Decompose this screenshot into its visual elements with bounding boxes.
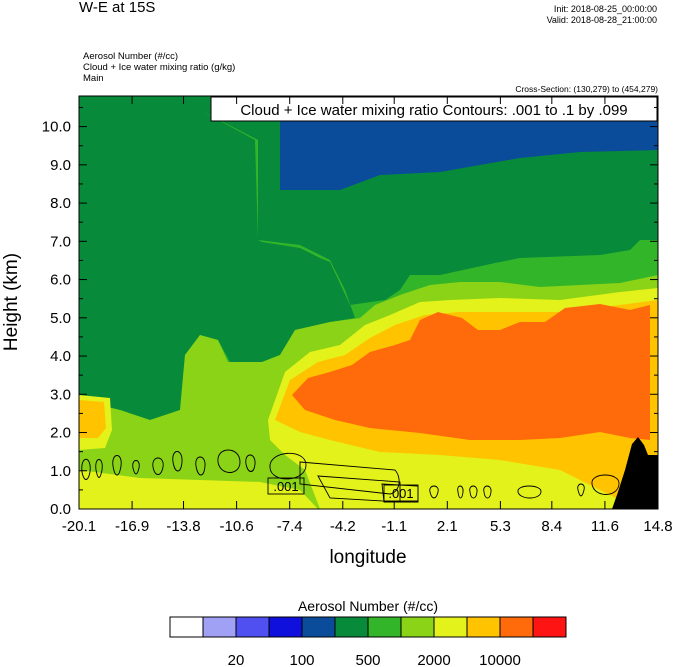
field-name-main: Main — [83, 73, 104, 84]
contour-line — [429, 485, 439, 499]
colorbar-title: Aerosol Number (#/cc) — [298, 598, 438, 614]
field-red-orange — [292, 304, 650, 440]
colorbar-swatch — [499, 616, 534, 638]
contour-line — [577, 483, 585, 497]
colorbar-swatch — [169, 616, 204, 638]
contour-line — [299, 461, 400, 495]
contour-line — [112, 455, 122, 476]
contour-line — [95, 459, 103, 478]
contour-line — [172, 451, 183, 472]
x-tick-label: -4.2 — [330, 518, 356, 535]
colorbar-swatch — [235, 616, 270, 638]
colorbar-swatch — [301, 616, 336, 638]
contour-line — [81, 458, 91, 480]
colorbar-tick-label: 500 — [355, 652, 380, 667]
y-axis: 0.0 1.0 2.0 3.0 4.0 5.0 6.0 7.0 8.0 9.0 10.0 — [42, 106, 658, 518]
y-tick-label: 0.0 — [50, 501, 71, 518]
x-tick-label: -13.8 — [166, 518, 200, 535]
colorbar-tick-label: 10000 — [479, 652, 521, 667]
x-tick-label: -16.9 — [115, 518, 149, 535]
colorbar-swatch — [334, 616, 369, 638]
x-tick-label: 8.4 — [541, 518, 562, 535]
x-tick-label: -1.1 — [381, 518, 407, 535]
contour-value-label: .001 — [273, 479, 298, 494]
contour-line — [152, 457, 164, 475]
contour-line — [517, 485, 542, 499]
plot-frame — [78, 95, 659, 510]
y-tick-label: 1.0 — [50, 463, 71, 480]
contour-line — [195, 456, 206, 476]
x-tick-label: 14.8 — [643, 518, 672, 535]
y-tick-label: 8.0 — [50, 195, 71, 212]
x-tick-label: -7.4 — [277, 518, 303, 535]
x-tick-label: 5.3 — [490, 518, 511, 535]
contour-info-box — [210, 96, 658, 122]
contour-info-label: Cloud + Ice water mixing ratio Contours:… — [240, 102, 627, 119]
contour-line — [269, 452, 307, 480]
y-tick-label: 7.0 — [50, 233, 71, 250]
colorbar-swatch — [466, 616, 501, 638]
y-tick-label: 10.0 — [42, 119, 71, 136]
contour-label-box — [267, 477, 305, 495]
y-tick-label: 2.0 — [50, 425, 71, 442]
x-tick-label: -10.6 — [220, 518, 254, 535]
colorbar-swatch — [532, 616, 567, 638]
contour-line — [469, 485, 478, 499]
y-tick-label: 3.0 — [50, 386, 71, 403]
contour-line — [457, 485, 464, 499]
field-name-cloud-ice: Cloud + Ice water mixing ratio (g/kg) — [83, 62, 236, 73]
plot-title: W-E at 15S — [79, 0, 156, 16]
valid-time: Valid: 2018-08-28_21:00:00 — [546, 15, 657, 25]
x-axis-label: longitude — [329, 547, 406, 568]
contour-line — [483, 485, 492, 499]
y-tick-label: 5.0 — [50, 310, 71, 327]
cross-section-label: Cross-Section: (130,279) to (454,279) — [515, 84, 658, 94]
cloud-contours — [81, 449, 620, 503]
y-tick-label: 6.0 — [50, 272, 71, 289]
colorbar-swatch — [400, 616, 435, 638]
colorbar-tick-labels: 20 100 500 2000 10000 — [228, 652, 521, 667]
y-axis-label: Height (km) — [1, 253, 22, 351]
field-name-aerosol: Aerosol Number (#/cc) — [83, 51, 179, 62]
colorbar-swatch — [367, 616, 402, 638]
x-axis: -20.1 -16.9 -13.8 -10.6 -7.4 -4.2 -1.1 2.1 5.3 8.… — [62, 96, 673, 535]
aerosol-field: .001 .001 — [79, 96, 658, 509]
colorbar-tick-label: 100 — [289, 652, 314, 667]
colorbar-tick-label: 2000 — [417, 652, 450, 667]
contour-line — [217, 449, 241, 473]
colorbar — [169, 616, 567, 638]
y-tick-label: 9.0 — [50, 157, 71, 174]
x-tick-label: 11.6 — [591, 518, 619, 535]
terrain — [612, 437, 658, 509]
colorbar-swatch — [202, 616, 237, 638]
x-tick-label: 2.1 — [437, 518, 458, 535]
contour-value-label: .001 — [388, 486, 413, 501]
contour-line — [591, 474, 620, 495]
y-tick-label: 4.0 — [50, 348, 71, 365]
colorbar-swatch — [433, 616, 468, 638]
contour-label-box — [383, 484, 419, 502]
contour-line — [245, 454, 256, 472]
contour-value-labels: .001 .001 — [267, 477, 419, 502]
contour-line — [132, 460, 140, 475]
colorbar-swatch — [268, 616, 303, 638]
x-tick-label: -20.1 — [62, 518, 96, 535]
init-time: Init: 2018-08-25_00:00:00 — [553, 4, 657, 14]
colorbar-tick-label: 20 — [228, 652, 245, 667]
